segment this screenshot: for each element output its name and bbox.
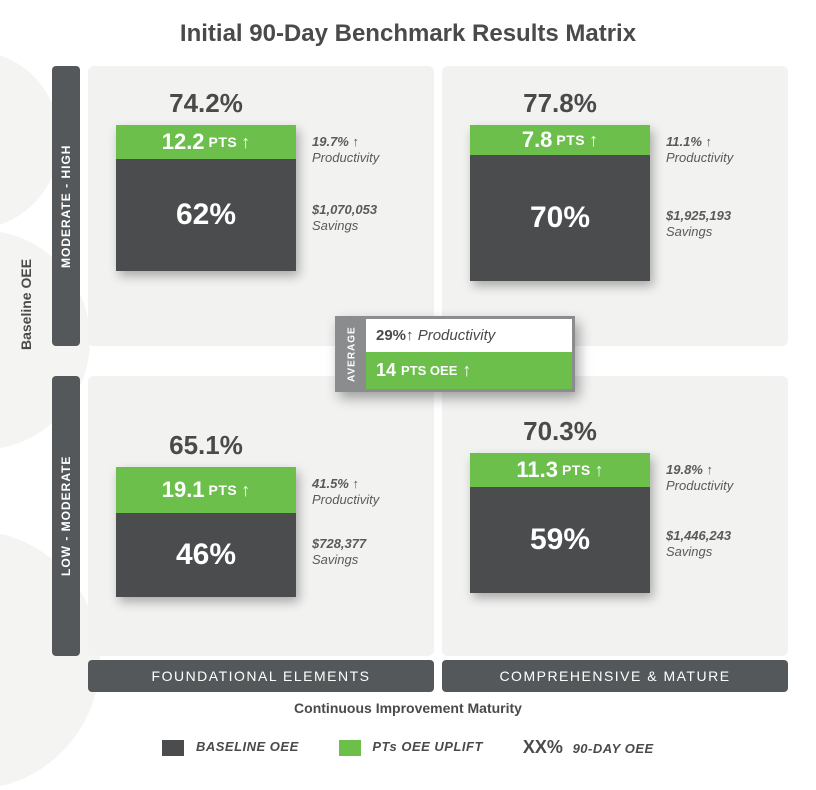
uplift-pts: 7.8 — [522, 127, 553, 153]
row-label-top: MODERATE - HIGH — [52, 66, 80, 346]
productivity-note: 41.5% ↑Productivity — [312, 476, 422, 509]
stacked-bar: 12.2 PTS ↑ 62% — [116, 125, 296, 271]
final-oee: 65.1% — [116, 430, 296, 461]
up-arrow-icon: ↑ — [241, 132, 250, 153]
legend-baseline: BASELINE OEE — [162, 739, 298, 756]
uplift-pts: 11.3 — [516, 457, 558, 483]
savings-note: $1,070,053Savings — [312, 202, 422, 235]
col-label-left: FOUNDATIONAL ELEMENTS — [88, 660, 434, 692]
decorative-arc — [0, 50, 60, 230]
pts-label: PTS — [209, 482, 238, 498]
average-summary-box: AVERAGE 29%↑ Productivity 14PTS OEE ↑ — [335, 316, 575, 392]
col-label-right: COMPREHENSIVE & MATURE — [442, 660, 788, 692]
uplift-pts: 12.2 — [162, 129, 205, 155]
baseline-bar: 59% — [470, 487, 650, 593]
legend-ninety-day: XX% 90-DAY OEE — [523, 737, 654, 758]
average-label: AVERAGE — [338, 319, 366, 389]
row-label-bottom: LOW - MODERATE — [52, 376, 80, 656]
stacked-bar: 7.8 PTS ↑ 70% — [470, 125, 650, 281]
swatch-uplift — [339, 740, 361, 756]
up-arrow-icon: ↑ — [462, 360, 471, 381]
swatch-baseline — [162, 740, 184, 756]
stacked-bar: 19.1 PTS ↑ 46% — [116, 467, 296, 597]
average-productivity: 29%↑ Productivity — [366, 319, 572, 352]
final-oee: 77.8% — [470, 88, 650, 119]
savings-note: $728,377Savings — [312, 536, 422, 569]
final-oee: 74.2% — [116, 88, 296, 119]
legend-uplift: PTs OEE UPLIFT — [339, 739, 483, 756]
productivity-note: 19.8% ↑Productivity — [666, 462, 776, 495]
uplift-bar: 19.1 PTS ↑ — [116, 467, 296, 513]
productivity-note: 19.7% ↑Productivity — [312, 134, 422, 167]
baseline-bar: 70% — [470, 155, 650, 281]
final-oee: 70.3% — [470, 416, 650, 447]
page-title: Initial 90-Day Benchmark Results Matrix — [0, 20, 816, 48]
x-axis-label: Continuous Improvement Maturity — [0, 700, 816, 716]
up-arrow-icon: ↑ — [589, 130, 598, 151]
quadrant-mod-high-mature: 77.8% 7.8 PTS ↑ 70% 11.1% ↑Productivity … — [442, 66, 788, 346]
savings-note: $1,446,243Savings — [666, 528, 776, 561]
up-arrow-icon: ↑ — [595, 460, 604, 481]
quadrant-low-mod-mature: 70.3% 11.3 PTS ↑ 59% 19.8% ↑Productivity… — [442, 376, 788, 656]
baseline-bar: 46% — [116, 513, 296, 597]
baseline-bar: 62% — [116, 159, 296, 271]
uplift-pts: 19.1 — [162, 477, 205, 503]
quadrant-low-mod-foundational: 65.1% 19.1 PTS ↑ 46% 41.5% ↑Productivity… — [88, 376, 434, 656]
productivity-note: 11.1% ↑Productivity — [666, 134, 776, 167]
uplift-bar: 7.8 PTS ↑ — [470, 125, 650, 155]
average-oee-uplift: 14PTS OEE ↑ — [366, 352, 572, 389]
uplift-bar: 11.3 PTS ↑ — [470, 453, 650, 487]
up-arrow-icon: ↑ — [241, 480, 250, 501]
quadrant-mod-high-foundational: 74.2% 12.2 PTS ↑ 62% 19.7% ↑Productivity… — [88, 66, 434, 346]
legend: BASELINE OEE PTs OEE UPLIFT XX% 90-DAY O… — [0, 737, 816, 758]
pts-label: PTS — [562, 462, 591, 478]
y-axis-label: Baseline OEE — [18, 259, 34, 350]
stacked-bar: 11.3 PTS ↑ 59% — [470, 453, 650, 593]
savings-note: $1,925,193Savings — [666, 208, 776, 241]
uplift-bar: 12.2 PTS ↑ — [116, 125, 296, 159]
pts-label: PTS — [209, 134, 238, 150]
pts-label: PTS — [556, 132, 585, 148]
